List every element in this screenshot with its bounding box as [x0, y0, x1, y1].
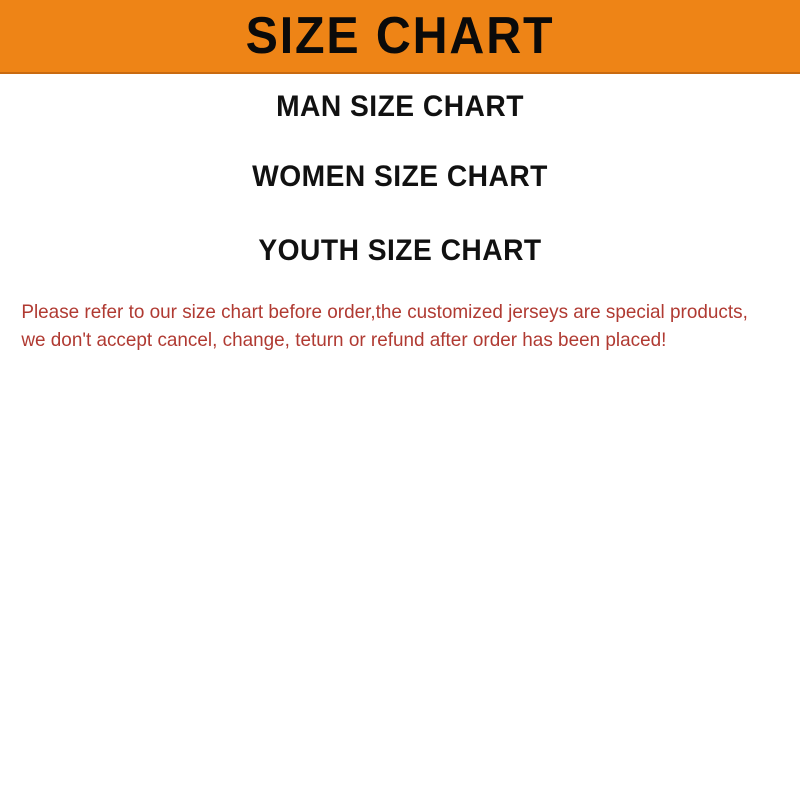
order-policy-note: Please refer to our size chart before or…	[0, 299, 776, 354]
youth-section-title: YOUTH SIZE CHART	[258, 234, 542, 267]
order-policy-note-line-2: we don't accept cancel, change, teturn o…	[21, 328, 667, 351]
man-section-title: MAN SIZE CHART	[276, 90, 524, 123]
youth-size-chart-section: YOUTH SIZE CHART	[0, 234, 800, 281]
women-section-title: WOMEN SIZE CHART	[252, 160, 548, 193]
order-policy-note-line-1: Please refer to our size chart before or…	[21, 301, 748, 323]
women-size-chart-section: WOMEN SIZE CHART	[0, 160, 800, 207]
page-title: SIZE CHART	[245, 7, 555, 65]
size-chart-header-band: SIZE CHART	[0, 0, 800, 74]
man-size-chart-section: MAN SIZE CHART	[0, 90, 800, 136]
